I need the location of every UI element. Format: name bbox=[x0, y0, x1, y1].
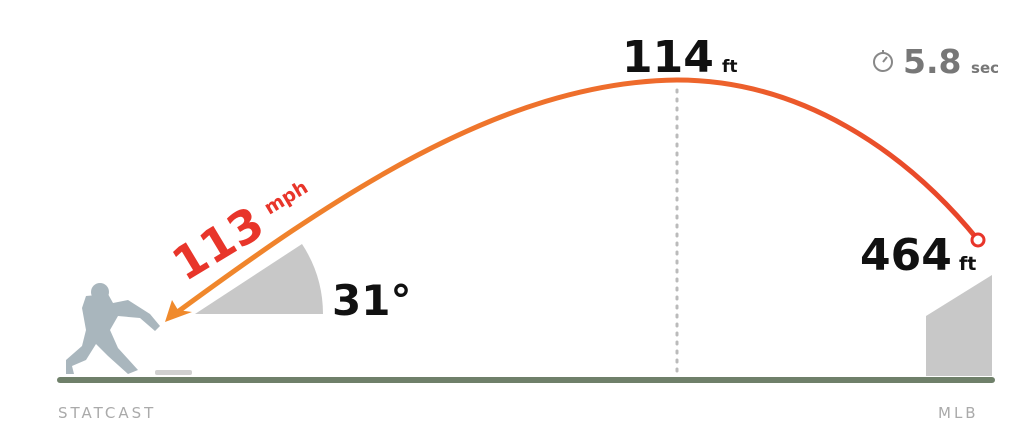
apex-label: 114 ft bbox=[622, 32, 737, 83]
distance-label: 464 ft bbox=[860, 230, 976, 281]
hang-time-value: 5.8 bbox=[903, 42, 961, 81]
statcast-label: STATCAST bbox=[58, 404, 156, 422]
hang-time-label: 5.8 sec bbox=[903, 42, 999, 81]
launch-angle-value: 31° bbox=[332, 276, 411, 325]
ball-trajectory bbox=[169, 77, 981, 319]
outfield-wall bbox=[926, 275, 992, 376]
landing-point-marker bbox=[970, 232, 986, 248]
distance-unit: ft bbox=[959, 253, 976, 275]
distance-value: 464 bbox=[860, 230, 952, 281]
batter-silhouette-icon bbox=[66, 283, 160, 374]
stopwatch-icon bbox=[873, 50, 893, 72]
apex-value: 114 bbox=[622, 32, 714, 83]
hang-time-unit: sec bbox=[971, 59, 999, 77]
exit-velocity-unit: mph bbox=[260, 176, 312, 219]
home-plate bbox=[155, 370, 192, 375]
apex-unit: ft bbox=[722, 57, 738, 77]
mlb-label: MLB bbox=[938, 404, 979, 422]
launch-angle-wedge bbox=[195, 244, 323, 314]
arrow-head-icon bbox=[165, 300, 192, 322]
